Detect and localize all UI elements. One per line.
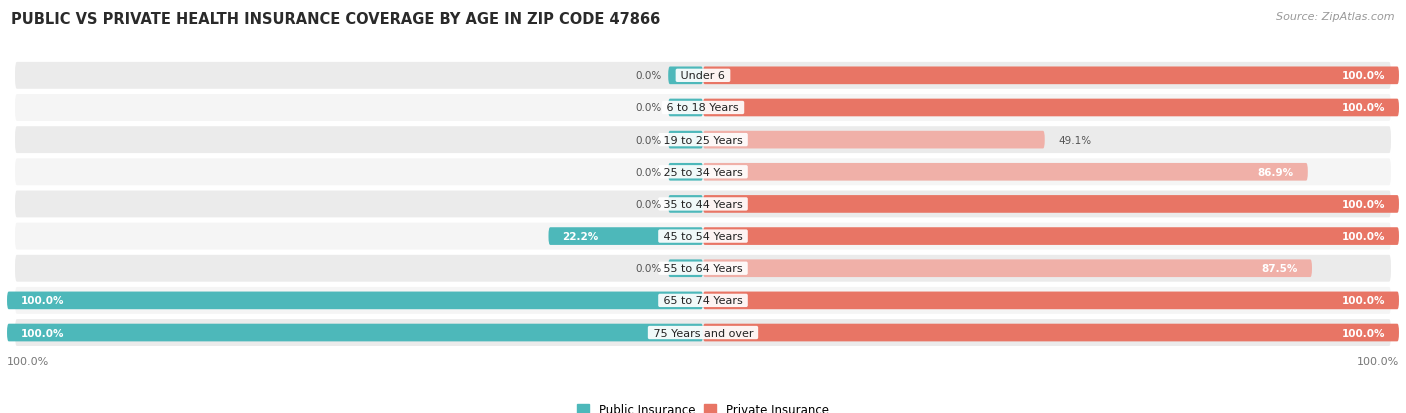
FancyBboxPatch shape xyxy=(703,324,1399,342)
Text: 100.0%: 100.0% xyxy=(21,296,65,306)
Text: Source: ZipAtlas.com: Source: ZipAtlas.com xyxy=(1277,12,1395,22)
Text: 86.9%: 86.9% xyxy=(1258,167,1294,177)
FancyBboxPatch shape xyxy=(703,67,1399,85)
Text: 0.0%: 0.0% xyxy=(636,199,661,209)
FancyBboxPatch shape xyxy=(703,228,1399,245)
Text: 49.1%: 49.1% xyxy=(1059,135,1092,145)
Text: 0.0%: 0.0% xyxy=(636,135,661,145)
Text: 100.0%: 100.0% xyxy=(1341,328,1385,338)
FancyBboxPatch shape xyxy=(14,318,1392,347)
FancyBboxPatch shape xyxy=(14,158,1392,187)
Text: 0.0%: 0.0% xyxy=(636,71,661,81)
FancyBboxPatch shape xyxy=(14,286,1392,315)
FancyBboxPatch shape xyxy=(668,260,703,278)
Text: 0.0%: 0.0% xyxy=(636,263,661,273)
FancyBboxPatch shape xyxy=(14,222,1392,251)
FancyBboxPatch shape xyxy=(703,260,1312,278)
FancyBboxPatch shape xyxy=(668,131,703,149)
Text: 100.0%: 100.0% xyxy=(7,356,49,366)
Text: 100.0%: 100.0% xyxy=(1341,296,1385,306)
Text: 100.0%: 100.0% xyxy=(1341,71,1385,81)
Text: 100.0%: 100.0% xyxy=(1341,199,1385,209)
Text: 35 to 44 Years: 35 to 44 Years xyxy=(659,199,747,209)
Text: 100.0%: 100.0% xyxy=(21,328,65,338)
Legend: Public Insurance, Private Insurance: Public Insurance, Private Insurance xyxy=(578,403,828,413)
FancyBboxPatch shape xyxy=(14,94,1392,123)
Text: 100.0%: 100.0% xyxy=(1357,356,1399,366)
Text: Under 6: Under 6 xyxy=(678,71,728,81)
FancyBboxPatch shape xyxy=(668,196,703,213)
FancyBboxPatch shape xyxy=(14,254,1392,283)
Text: PUBLIC VS PRIVATE HEALTH INSURANCE COVERAGE BY AGE IN ZIP CODE 47866: PUBLIC VS PRIVATE HEALTH INSURANCE COVER… xyxy=(11,12,661,27)
FancyBboxPatch shape xyxy=(668,100,703,117)
FancyBboxPatch shape xyxy=(703,164,1308,181)
Text: 75 Years and over: 75 Years and over xyxy=(650,328,756,338)
Text: 87.5%: 87.5% xyxy=(1261,263,1298,273)
FancyBboxPatch shape xyxy=(7,324,703,342)
FancyBboxPatch shape xyxy=(668,67,703,85)
Text: 55 to 64 Years: 55 to 64 Years xyxy=(659,263,747,273)
Text: 45 to 54 Years: 45 to 54 Years xyxy=(659,232,747,242)
Text: 100.0%: 100.0% xyxy=(1341,103,1385,113)
FancyBboxPatch shape xyxy=(703,100,1399,117)
FancyBboxPatch shape xyxy=(703,292,1399,309)
FancyBboxPatch shape xyxy=(14,126,1392,155)
FancyBboxPatch shape xyxy=(668,164,703,181)
FancyBboxPatch shape xyxy=(14,62,1392,90)
Text: 6 to 18 Years: 6 to 18 Years xyxy=(664,103,742,113)
Text: 65 to 74 Years: 65 to 74 Years xyxy=(659,296,747,306)
FancyBboxPatch shape xyxy=(548,228,703,245)
Text: 25 to 34 Years: 25 to 34 Years xyxy=(659,167,747,177)
FancyBboxPatch shape xyxy=(7,292,703,309)
Text: 19 to 25 Years: 19 to 25 Years xyxy=(659,135,747,145)
FancyBboxPatch shape xyxy=(703,196,1399,213)
Text: 0.0%: 0.0% xyxy=(636,103,661,113)
FancyBboxPatch shape xyxy=(703,131,1045,149)
FancyBboxPatch shape xyxy=(14,190,1392,219)
Text: 100.0%: 100.0% xyxy=(1341,232,1385,242)
Text: 0.0%: 0.0% xyxy=(636,167,661,177)
Text: 22.2%: 22.2% xyxy=(562,232,599,242)
